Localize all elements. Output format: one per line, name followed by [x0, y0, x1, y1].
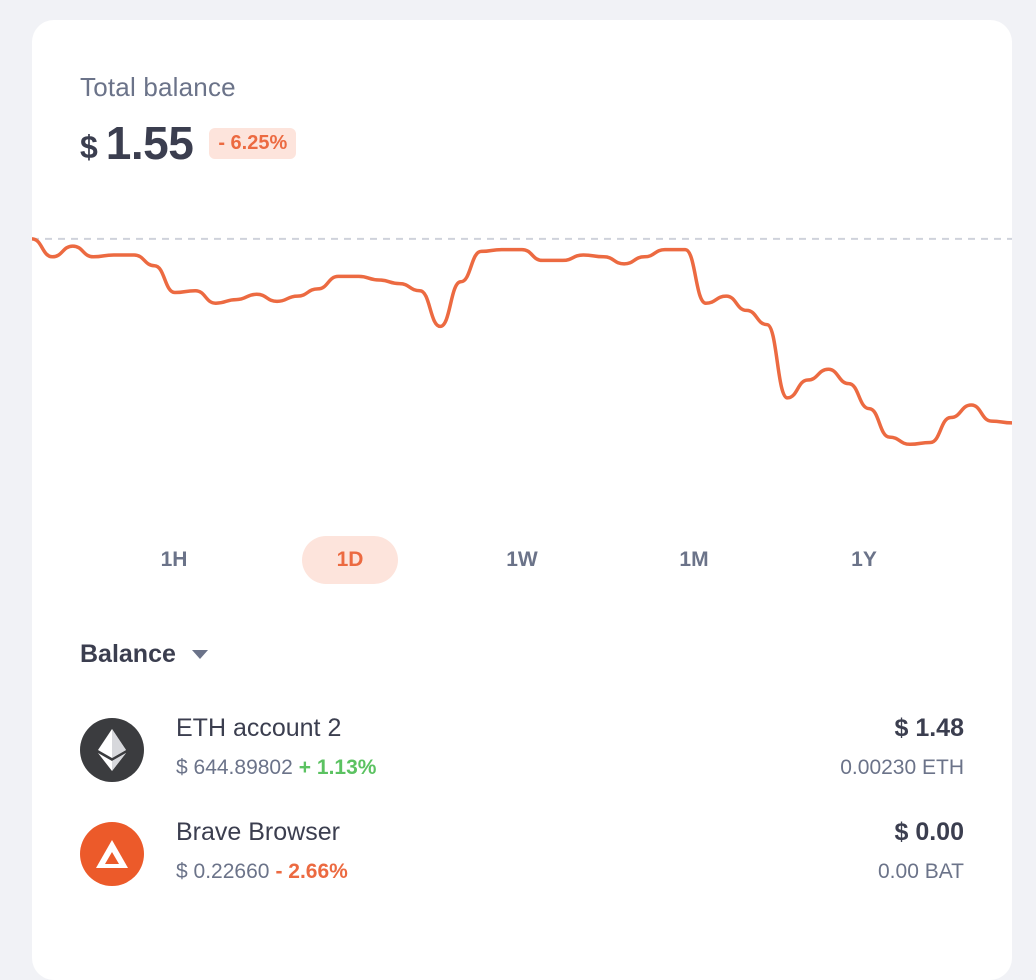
token-price-value: $ 644.89802: [176, 756, 293, 779]
range-1w[interactable]: 1W: [506, 548, 538, 571]
bat-icon: [80, 822, 144, 886]
account-name: Brave Browser: [176, 818, 340, 846]
account-name: ETH account 2: [176, 714, 342, 742]
ethereum-icon: [80, 718, 144, 782]
portfolio-card: Total balance $ 1.55 - 6.25% 1H 1D 1W 1M…: [32, 20, 1012, 980]
range-1d[interactable]: 1D: [302, 536, 398, 584]
token-price: $ 644.89802 + 1.13%: [176, 756, 376, 780]
account-row-eth[interactable]: ETH account 2 $ 644.89802 + 1.13% $ 1.48 …: [80, 712, 964, 792]
range-1h[interactable]: 1H: [160, 548, 188, 571]
balance-dropdown[interactable]: Balance: [80, 640, 208, 669]
range-1y[interactable]: 1Y: [851, 548, 877, 571]
currency-symbol: $: [80, 128, 98, 165]
chart-series-line: [32, 237, 1012, 447]
token-price-value: $ 0.22660: [176, 860, 270, 883]
balance-dropdown-label: Balance: [80, 640, 176, 668]
account-fiat-balance: $ 1.48: [894, 714, 964, 742]
token-price: $ 0.22660- 2.66%: [176, 860, 348, 884]
token-change: + 1.13%: [298, 756, 377, 779]
account-fiat-balance: $ 0.00: [894, 818, 964, 846]
account-crypto-balance: 0.00230 ETH: [840, 756, 964, 779]
balance-amount: 1.55: [105, 117, 194, 169]
range-1m[interactable]: 1M: [679, 548, 709, 571]
balance-change-badge: - 6.25%: [209, 127, 297, 159]
account-row-bat[interactable]: Brave Browser $ 0.22660- 2.66% $ 0.00 0.…: [80, 816, 964, 896]
chevron-down-icon: [191, 650, 208, 659]
total-balance: $ 1.55 - 6.25%: [80, 116, 297, 170]
token-change: - 2.66%: [275, 860, 348, 883]
balance-line-chart[interactable]: [32, 220, 1012, 480]
total-balance-label: Total balance: [80, 72, 236, 102]
time-range-selector: 1H 1D 1W 1M 1Y: [32, 536, 1012, 584]
account-crypto-balance: 0.00 BAT: [878, 860, 964, 883]
